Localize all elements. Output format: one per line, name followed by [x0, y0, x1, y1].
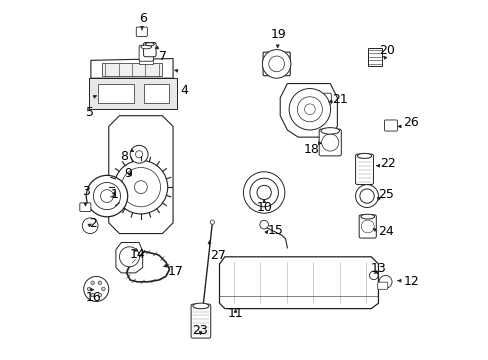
FancyBboxPatch shape	[377, 282, 387, 289]
Circle shape	[98, 293, 102, 297]
Circle shape	[119, 247, 139, 267]
Polygon shape	[91, 59, 173, 78]
Circle shape	[114, 160, 167, 214]
Text: 13: 13	[370, 262, 386, 275]
Text: 21: 21	[331, 93, 347, 106]
Text: 20: 20	[379, 44, 394, 57]
Text: 22: 22	[380, 157, 395, 170]
Circle shape	[135, 151, 142, 158]
Text: 10: 10	[256, 202, 271, 215]
Circle shape	[262, 50, 290, 78]
Circle shape	[288, 89, 330, 130]
Bar	[144, 84, 169, 103]
Text: 17: 17	[167, 265, 183, 278]
Ellipse shape	[192, 303, 208, 309]
Ellipse shape	[145, 43, 154, 46]
Text: 12: 12	[403, 275, 418, 288]
FancyBboxPatch shape	[191, 304, 210, 338]
Circle shape	[102, 287, 105, 291]
Circle shape	[249, 178, 278, 207]
Circle shape	[251, 180, 276, 205]
Circle shape	[259, 220, 268, 229]
Circle shape	[257, 185, 271, 200]
Text: 3: 3	[81, 185, 89, 198]
Text: 8: 8	[120, 150, 128, 163]
Circle shape	[268, 56, 284, 72]
Text: 18: 18	[303, 143, 319, 156]
Circle shape	[297, 97, 322, 122]
Circle shape	[121, 167, 160, 207]
Text: 23: 23	[192, 324, 207, 337]
FancyBboxPatch shape	[143, 42, 156, 57]
Text: 9: 9	[124, 167, 132, 180]
FancyBboxPatch shape	[136, 27, 147, 36]
Circle shape	[83, 276, 108, 301]
FancyBboxPatch shape	[384, 120, 397, 131]
FancyBboxPatch shape	[139, 45, 153, 61]
Polygon shape	[280, 84, 337, 137]
Circle shape	[91, 281, 94, 284]
FancyBboxPatch shape	[322, 93, 331, 104]
Circle shape	[359, 189, 373, 203]
Text: 25: 25	[378, 188, 393, 201]
FancyBboxPatch shape	[358, 215, 376, 238]
Circle shape	[101, 190, 113, 203]
Text: 15: 15	[267, 224, 283, 237]
FancyBboxPatch shape	[80, 203, 91, 211]
Ellipse shape	[141, 45, 151, 49]
Circle shape	[130, 145, 148, 163]
Ellipse shape	[360, 214, 374, 219]
Text: 24: 24	[378, 225, 393, 238]
Ellipse shape	[320, 128, 339, 134]
Text: 11: 11	[227, 307, 243, 320]
Text: 19: 19	[270, 28, 286, 41]
Text: 7: 7	[159, 50, 166, 63]
Polygon shape	[219, 257, 378, 309]
Bar	[102, 63, 162, 76]
Circle shape	[210, 220, 214, 224]
Circle shape	[98, 281, 102, 284]
Circle shape	[378, 275, 391, 288]
Text: 4: 4	[180, 84, 188, 97]
Text: 2: 2	[88, 217, 97, 230]
Polygon shape	[367, 48, 381, 66]
Text: 6: 6	[139, 12, 146, 24]
Polygon shape	[89, 78, 176, 109]
Circle shape	[369, 271, 377, 280]
Ellipse shape	[357, 153, 371, 158]
Circle shape	[304, 104, 315, 114]
Circle shape	[321, 134, 338, 151]
Text: 1: 1	[110, 188, 118, 202]
Text: 5: 5	[85, 105, 93, 119]
Circle shape	[87, 287, 91, 291]
Bar	[98, 84, 134, 103]
FancyBboxPatch shape	[319, 129, 341, 156]
FancyBboxPatch shape	[355, 154, 373, 184]
FancyBboxPatch shape	[263, 52, 290, 76]
Circle shape	[243, 172, 285, 213]
Circle shape	[86, 175, 127, 217]
Circle shape	[355, 185, 378, 207]
Circle shape	[134, 181, 147, 194]
Circle shape	[93, 183, 121, 210]
Text: 26: 26	[403, 116, 418, 129]
Polygon shape	[116, 243, 142, 273]
Text: 27: 27	[210, 248, 226, 261]
Polygon shape	[108, 116, 173, 234]
Circle shape	[91, 293, 94, 297]
Circle shape	[82, 218, 98, 234]
Bar	[139, 59, 153, 64]
Text: 16: 16	[85, 291, 101, 305]
Text: 14: 14	[129, 248, 145, 261]
Circle shape	[361, 220, 373, 233]
